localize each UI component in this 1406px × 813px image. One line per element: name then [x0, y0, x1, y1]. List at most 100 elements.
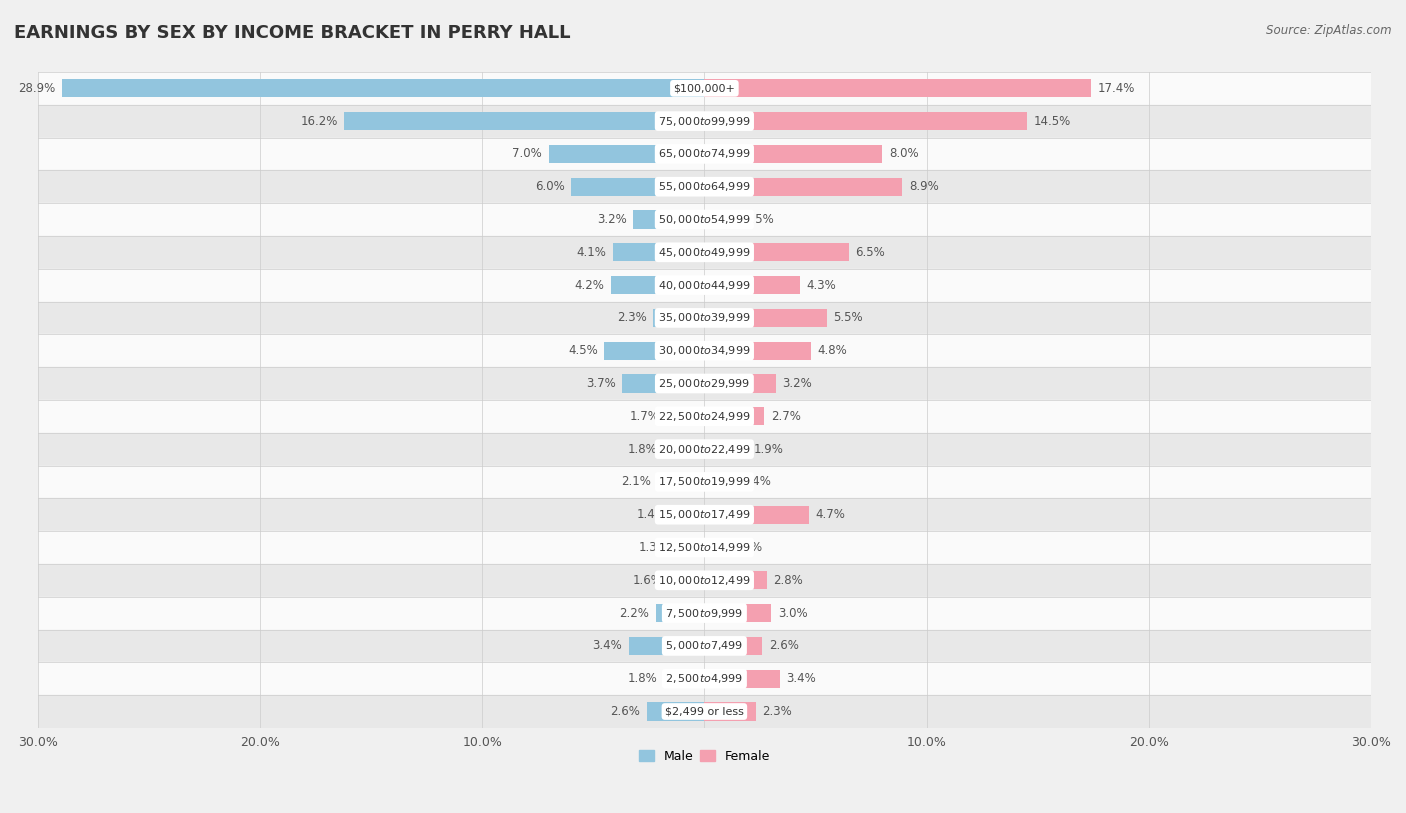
Bar [612, 276, 704, 294]
Text: $17,500 to $19,999: $17,500 to $19,999 [658, 476, 751, 489]
Text: $75,000 to $99,999: $75,000 to $99,999 [658, 115, 751, 128]
Text: 1.6%: 1.6% [633, 574, 662, 587]
Bar [704, 341, 811, 359]
Bar [658, 473, 704, 491]
Bar [38, 466, 1371, 498]
Legend: Male, Female: Male, Female [634, 745, 775, 767]
Text: 8.0%: 8.0% [889, 147, 918, 160]
Text: 7.0%: 7.0% [512, 147, 543, 160]
Bar [704, 145, 882, 163]
Bar [704, 80, 1091, 98]
Text: 4.2%: 4.2% [575, 279, 605, 292]
Bar [633, 211, 704, 228]
Text: 2.2%: 2.2% [619, 606, 648, 620]
Bar [704, 572, 766, 589]
Bar [571, 178, 704, 196]
Text: 2.3%: 2.3% [762, 705, 792, 718]
Bar [669, 572, 704, 589]
Text: 2.6%: 2.6% [769, 639, 799, 652]
Bar [613, 243, 704, 261]
Bar [38, 72, 1371, 105]
Bar [704, 309, 827, 327]
Text: $7,500 to $9,999: $7,500 to $9,999 [665, 606, 744, 620]
Bar [38, 170, 1371, 203]
Text: 3.0%: 3.0% [778, 606, 807, 620]
Text: 4.3%: 4.3% [807, 279, 837, 292]
Text: 17.4%: 17.4% [1098, 82, 1135, 95]
Text: 1.7%: 1.7% [630, 410, 659, 423]
Bar [704, 276, 800, 294]
Text: 3.4%: 3.4% [786, 672, 817, 685]
Text: $45,000 to $49,999: $45,000 to $49,999 [658, 246, 751, 259]
Text: $40,000 to $44,999: $40,000 to $44,999 [658, 279, 751, 292]
Bar [673, 506, 704, 524]
Bar [628, 637, 704, 655]
Text: 6.5%: 6.5% [855, 246, 886, 259]
Bar [38, 663, 1371, 695]
Bar [38, 597, 1371, 629]
Bar [344, 112, 704, 130]
Text: 28.9%: 28.9% [18, 82, 55, 95]
Bar [704, 178, 903, 196]
Bar [38, 629, 1371, 663]
Bar [665, 440, 704, 459]
Text: 4.8%: 4.8% [818, 344, 848, 357]
Text: EARNINGS BY SEX BY INCOME BRACKET IN PERRY HALL: EARNINGS BY SEX BY INCOME BRACKET IN PER… [14, 24, 571, 42]
Bar [704, 702, 755, 720]
Text: 1.8%: 1.8% [628, 442, 658, 455]
Text: $5,000 to $7,499: $5,000 to $7,499 [665, 639, 744, 652]
Bar [38, 433, 1371, 466]
Text: 3.7%: 3.7% [586, 377, 616, 390]
Text: $65,000 to $74,999: $65,000 to $74,999 [658, 147, 751, 160]
Text: 3.2%: 3.2% [598, 213, 627, 226]
Text: 4.7%: 4.7% [815, 508, 845, 521]
Bar [38, 302, 1371, 334]
Text: 5.5%: 5.5% [834, 311, 863, 324]
Bar [38, 334, 1371, 367]
Text: $12,500 to $14,999: $12,500 to $14,999 [658, 541, 751, 554]
Bar [38, 531, 1371, 564]
Bar [704, 604, 770, 622]
Text: 1.5%: 1.5% [744, 213, 775, 226]
Bar [62, 80, 704, 98]
Text: $50,000 to $54,999: $50,000 to $54,999 [658, 213, 751, 226]
Text: 1.4%: 1.4% [637, 508, 666, 521]
Text: $2,500 to $4,999: $2,500 to $4,999 [665, 672, 744, 685]
Text: 1.3%: 1.3% [640, 541, 669, 554]
Text: $25,000 to $29,999: $25,000 to $29,999 [658, 377, 751, 390]
Bar [38, 695, 1371, 728]
Bar [38, 269, 1371, 302]
Text: $20,000 to $22,499: $20,000 to $22,499 [658, 442, 751, 455]
Bar [38, 137, 1371, 170]
Bar [704, 211, 738, 228]
Text: $22,500 to $24,999: $22,500 to $24,999 [658, 410, 751, 423]
Bar [38, 498, 1371, 531]
Bar [38, 400, 1371, 433]
Bar [704, 440, 747, 459]
Text: 1.8%: 1.8% [628, 672, 658, 685]
Text: 14.5%: 14.5% [1033, 115, 1070, 128]
Bar [704, 506, 808, 524]
Text: $15,000 to $17,499: $15,000 to $17,499 [658, 508, 751, 521]
Text: 16.2%: 16.2% [301, 115, 337, 128]
Bar [623, 375, 704, 393]
Bar [655, 604, 704, 622]
Text: 0.65%: 0.65% [725, 541, 762, 554]
Bar [704, 407, 765, 425]
Text: 2.6%: 2.6% [610, 705, 640, 718]
Text: $2,499 or less: $2,499 or less [665, 706, 744, 716]
Text: 3.4%: 3.4% [592, 639, 623, 652]
Bar [675, 538, 704, 557]
Text: $10,000 to $12,499: $10,000 to $12,499 [658, 574, 751, 587]
Bar [647, 702, 704, 720]
Text: $100,000+: $100,000+ [673, 83, 735, 93]
Bar [704, 670, 780, 688]
Text: $55,000 to $64,999: $55,000 to $64,999 [658, 180, 751, 193]
Text: 2.8%: 2.8% [773, 574, 803, 587]
Bar [704, 243, 849, 261]
Bar [704, 637, 762, 655]
Bar [38, 564, 1371, 597]
Text: $35,000 to $39,999: $35,000 to $39,999 [658, 311, 751, 324]
Text: 6.0%: 6.0% [534, 180, 564, 193]
Bar [704, 473, 735, 491]
